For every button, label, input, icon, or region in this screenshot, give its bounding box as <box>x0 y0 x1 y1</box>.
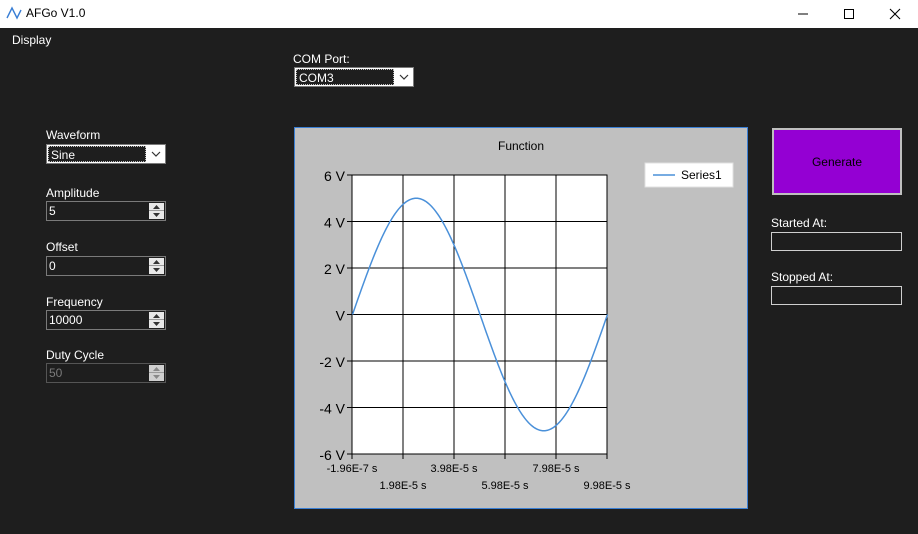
amplitude-up-button[interactable] <box>149 203 164 211</box>
frequency-stepper[interactable]: 10000 <box>46 310 166 330</box>
caret-down-icon <box>153 375 160 379</box>
frequency-label: Frequency <box>46 295 103 309</box>
com-port-value: COM3 <box>296 69 394 85</box>
y-tick-label: -4 V <box>319 401 345 417</box>
duty-cycle-label: Duty Cycle <box>46 348 105 362</box>
x-tick-label: 5.98E-5 s <box>481 480 529 492</box>
chevron-down-icon <box>151 151 161 157</box>
caret-down-icon <box>153 322 160 326</box>
y-tick-label: 2 V <box>324 261 346 277</box>
close-icon <box>889 8 901 20</box>
title-bar: AFGo V1.0 <box>0 0 918 28</box>
com-port-label: COM Port: <box>293 52 350 66</box>
y-tick-label: 4 V <box>324 215 346 231</box>
stopped-at-field[interactable] <box>771 286 902 305</box>
amplitude-stepper[interactable]: 5 <box>46 201 166 221</box>
chart-title: Function <box>498 139 544 153</box>
amplitude-value: 5 <box>49 204 56 218</box>
y-tick-label: V <box>336 308 346 324</box>
frequency-down-button[interactable] <box>149 320 164 328</box>
caret-up-icon <box>153 313 160 318</box>
maximize-button[interactable] <box>826 0 872 28</box>
caret-up-icon <box>153 366 160 371</box>
function-chart: Function 6 V 4 V 2 V V -2 V -4 V -6 V -1.96E-7 … <box>294 127 748 509</box>
waveform-value: Sine <box>48 146 146 162</box>
legend-series1-label: Series1 <box>681 168 722 182</box>
chart-canvas: Function 6 V 4 V 2 V V -2 V -4 V -6 V-1.96E-7 … <box>319 139 734 492</box>
x-tick-label: -1.96E-7 s <box>327 463 378 475</box>
menu-display[interactable]: Display <box>12 33 52 47</box>
duty-cycle-value: 50 <box>49 366 63 380</box>
duty-cycle-down-button[interactable] <box>149 373 164 381</box>
started-at-label: Started At: <box>771 216 828 230</box>
amplitude-label: Amplitude <box>46 186 100 200</box>
duty-cycle-stepper[interactable]: 50 <box>46 363 166 383</box>
offset-stepper[interactable]: 0 <box>46 256 166 276</box>
y-tick-label: 6 V <box>324 168 346 184</box>
waveform-select[interactable]: Sine <box>46 144 166 164</box>
offset-down-button[interactable] <box>149 266 164 274</box>
com-port-select[interactable]: COM3 <box>294 67 414 87</box>
amplitude-down-button[interactable] <box>149 211 164 219</box>
y-tick-label: -2 V <box>319 354 345 370</box>
chevron-down-icon <box>399 74 409 80</box>
waveform-label: Waveform <box>46 128 101 142</box>
offset-value: 0 <box>49 259 56 273</box>
close-button[interactable] <box>872 0 918 28</box>
chart-legend: Series1 <box>644 162 734 188</box>
plot-area: 6 V 4 V 2 V V -2 V -4 V -6 V-1.96E-7 s1.98E-5 … <box>319 168 631 492</box>
x-tick-label: 3.98E-5 s <box>430 463 478 475</box>
maximize-icon <box>844 9 854 19</box>
stopped-at-label: Stopped At: <box>771 270 834 284</box>
offset-label: Offset <box>46 240 78 254</box>
waveform-icon <box>6 6 22 20</box>
series-line-series1 <box>351 197 609 432</box>
generate-button[interactable]: Generate <box>772 128 902 195</box>
minimize-button[interactable] <box>780 0 826 28</box>
x-tick-label: 1.98E-5 s <box>379 480 427 492</box>
caret-down-icon <box>153 268 160 272</box>
offset-up-button[interactable] <box>149 258 164 266</box>
menu-bar: Display <box>0 28 918 52</box>
frequency-up-button[interactable] <box>149 312 164 320</box>
x-tick-label: 7.98E-5 s <box>532 463 580 475</box>
frequency-value: 10000 <box>49 313 83 327</box>
y-tick-label: -6 V <box>319 447 345 463</box>
minimize-icon <box>798 13 808 15</box>
caret-down-icon <box>153 213 160 217</box>
caret-up-icon <box>153 204 160 209</box>
duty-cycle-up-button[interactable] <box>149 365 164 373</box>
window-title: AFGo V1.0 <box>26 6 86 20</box>
started-at-field[interactable] <box>771 232 902 251</box>
x-tick-label: 9.98E-5 s <box>583 480 631 492</box>
caret-up-icon <box>153 259 160 264</box>
